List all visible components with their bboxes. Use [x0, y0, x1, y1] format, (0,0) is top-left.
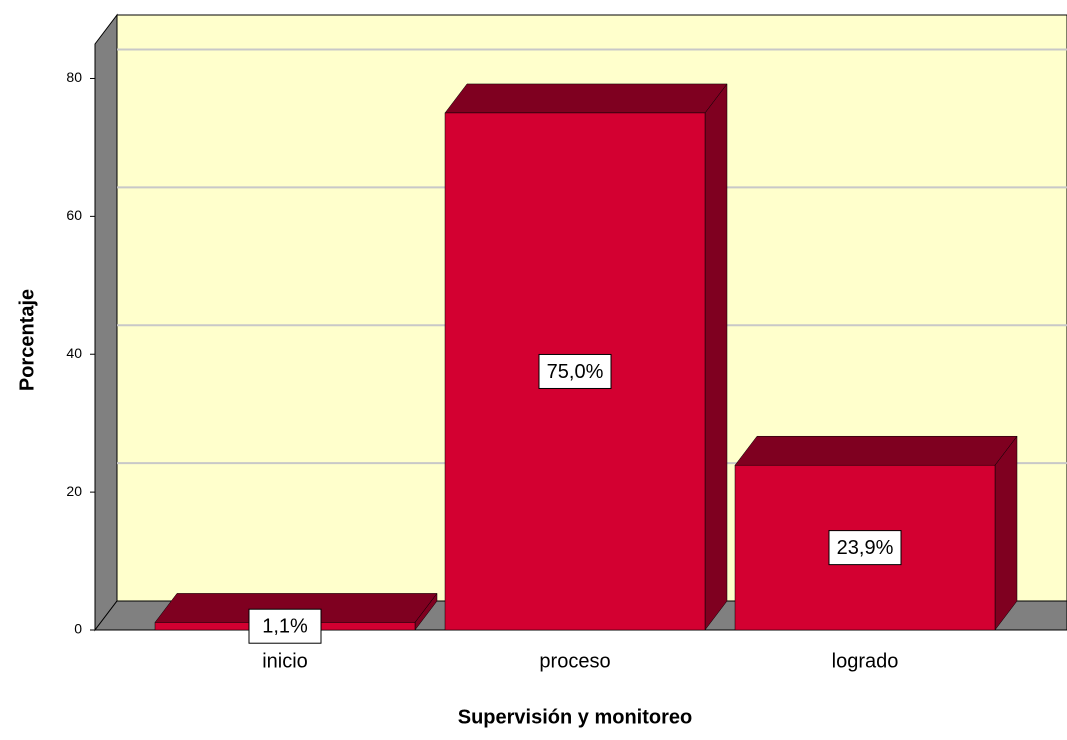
bar-side: [704, 83, 728, 631]
y-tick-label: 60: [66, 207, 82, 223]
bar-side: [994, 435, 1018, 631]
y-tick-label: 20: [66, 483, 82, 499]
y-tick-label: 40: [66, 345, 82, 361]
x-tick-label: logrado: [832, 650, 899, 672]
x-axis-title: Supervisión y monitoreo: [458, 706, 692, 728]
bar-top: [734, 435, 1018, 466]
y-tick-label: 80: [66, 69, 82, 85]
data-label: 75,0%: [547, 361, 604, 383]
data-label-box: [248, 608, 322, 644]
data-label-box: [538, 353, 612, 389]
x-tick-label: proceso: [539, 650, 610, 672]
y-axis-title: Porcentaje: [16, 289, 38, 391]
x-tick-label: inicio: [262, 650, 308, 672]
data-label: 1,1%: [262, 615, 308, 637]
y-tick-label: 0: [74, 621, 82, 637]
bar-top: [444, 83, 728, 114]
left-wall: [94, 13, 118, 632]
data-label-box: [828, 530, 902, 566]
data-label: 23,9%: [837, 537, 894, 559]
